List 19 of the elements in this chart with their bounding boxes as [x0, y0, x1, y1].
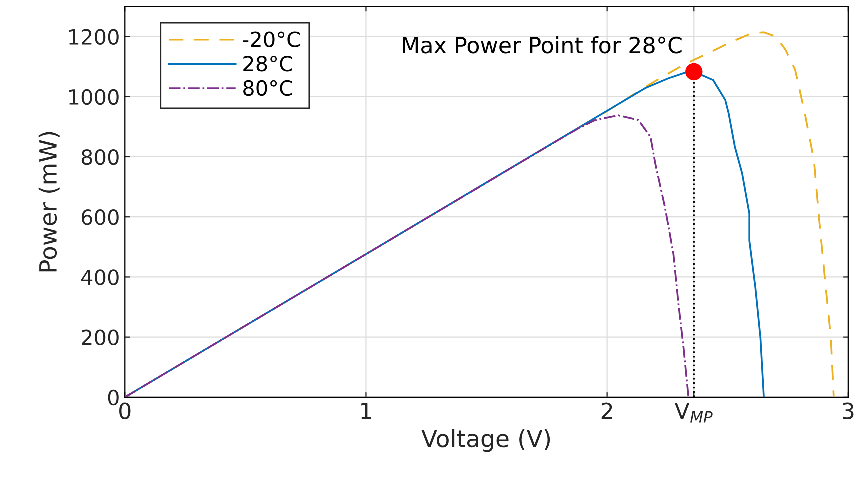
y-tick-label: 1000 — [70, 89, 119, 106]
y-tick-label: 400 — [82, 270, 119, 286]
x-tick-label: 3 — [843, 402, 854, 420]
x-tick-label: 0 — [120, 402, 131, 420]
legend-label: 80°C — [244, 80, 292, 96]
y-tick-label: 1200 — [70, 29, 119, 45]
x-tick-label: 2 — [602, 402, 612, 420]
legend-label: -20°C — [243, 32, 300, 48]
legend-label: 28°C — [244, 56, 292, 72]
y-tick-label: 600 — [82, 210, 119, 226]
x-tick-label: V$_{MP}$ — [674, 402, 713, 423]
line-series — [125, 114, 690, 398]
y-tick-label: 0 — [108, 390, 119, 406]
x-axis-title: Voltage (V) — [422, 429, 550, 452]
annotation: Max Power Point for 28°C — [403, 36, 682, 54]
y-tick-label: 800 — [82, 149, 119, 166]
y-tick-label: 200 — [82, 330, 119, 346]
x-tick-label: 1 — [362, 402, 372, 420]
y-axis-title: Power (mW) — [38, 132, 60, 272]
